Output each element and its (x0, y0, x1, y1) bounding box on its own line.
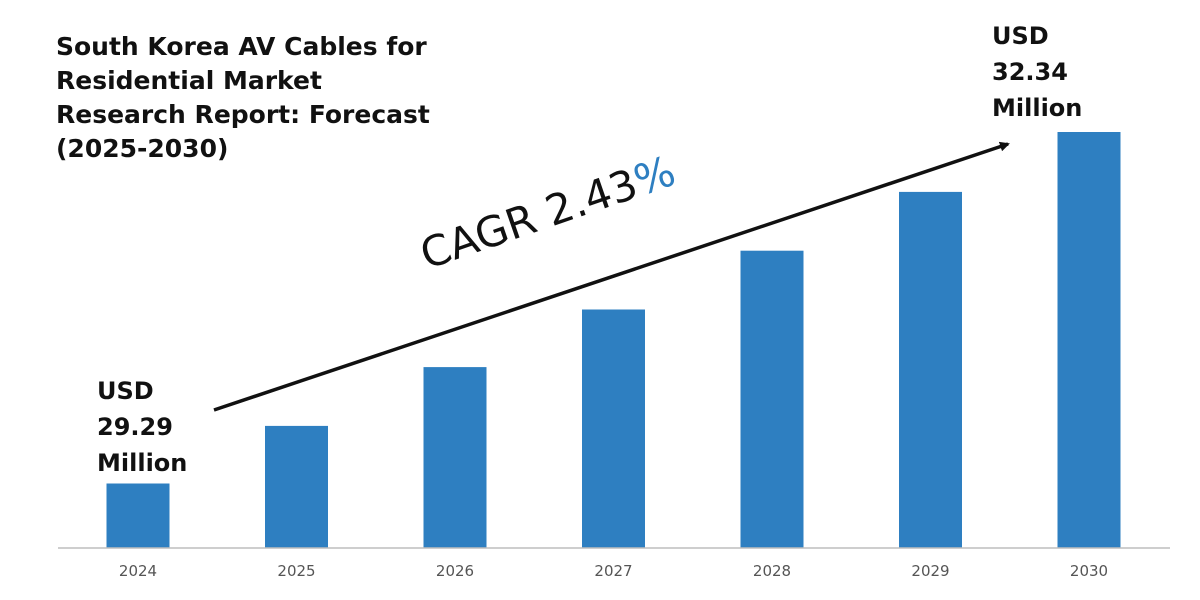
bar-2028 (740, 250, 804, 548)
bar-2027 (582, 309, 645, 548)
bars-group (106, 132, 1121, 548)
bar-2026 (423, 367, 487, 548)
x-tick-labels: 2024 2025 2026 2027 2028 2029 2030 (119, 562, 1108, 580)
bar-2030 (1057, 132, 1121, 548)
cagr-trend-arrow (213, 141, 1010, 412)
chart-title: South Korea AV Cables for Residential Ma… (56, 32, 430, 163)
bar-2024 (106, 483, 170, 548)
bar-2025 (265, 425, 328, 548)
x-tick-label-2024: 2024 (119, 562, 157, 580)
x-tick-label-2026: 2026 (436, 562, 474, 580)
x-tick-label-2029: 2029 (911, 562, 949, 580)
x-tick-label-2028: 2028 (753, 562, 791, 580)
end-value-label: USD 32.34 Million (992, 22, 1083, 122)
x-tick-label-2027: 2027 (594, 562, 632, 580)
x-tick-label-2025: 2025 (277, 562, 315, 580)
bar-2029 (899, 191, 962, 548)
x-tick-label-2030: 2030 (1070, 562, 1108, 580)
start-value-label: USD 29.29 Million (97, 377, 188, 477)
